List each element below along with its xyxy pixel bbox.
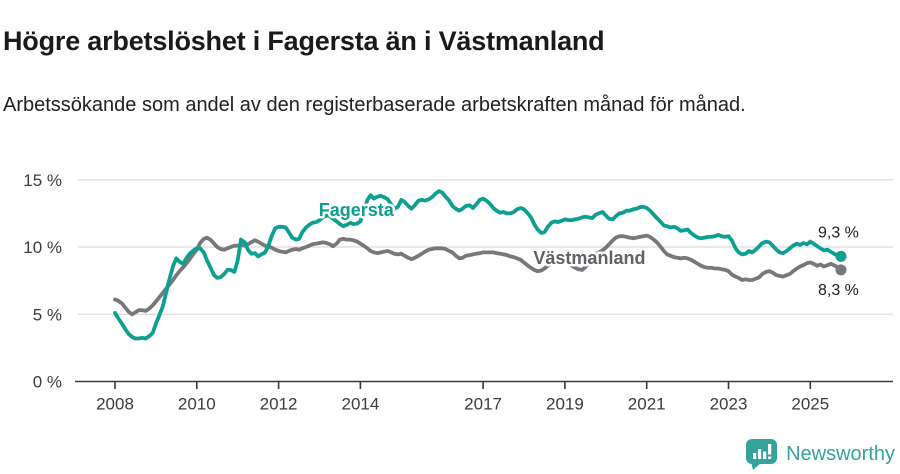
brand-footer: Newsworthy (745, 438, 895, 470)
vstmanland-value-label: 8,3 % (818, 282, 859, 299)
y-tick-label: 0 % (33, 373, 62, 392)
x-tick-label: 2025 (791, 395, 829, 414)
fagersta-line (113, 189, 843, 341)
vstmanland-series-label: Västmanland (533, 248, 645, 268)
x-tick-label: 2010 (178, 395, 216, 414)
y-tick-label: 10 % (23, 238, 62, 257)
x-tick-label: 2019 (546, 395, 584, 414)
y-tick-label: 5 % (33, 305, 62, 324)
page-title: Högre arbetslöshet i Fagersta än i Västm… (3, 26, 605, 57)
fagersta-value-label: 9,3 % (818, 224, 859, 241)
fagersta-end-dot (835, 250, 847, 262)
brand-name: Newsworthy (786, 442, 895, 465)
fagersta-series-label: Fagersta (319, 200, 395, 220)
x-tick-label: 2012 (260, 395, 298, 414)
x-tick-label: 2008 (96, 395, 134, 414)
newsworthy-logo-icon (746, 439, 778, 470)
x-tick-label: 2017 (464, 395, 502, 414)
chart-subtitle: Arbetssökande som andel av den registerb… (3, 94, 746, 116)
x-tick-label: 2021 (628, 395, 666, 414)
x-tick-label: 2014 (341, 395, 379, 414)
vstmanland-line (113, 233, 843, 317)
y-tick-label: 15 % (23, 171, 62, 190)
vstmanland-end-dot (835, 264, 847, 276)
x-tick-label: 2023 (710, 395, 748, 414)
